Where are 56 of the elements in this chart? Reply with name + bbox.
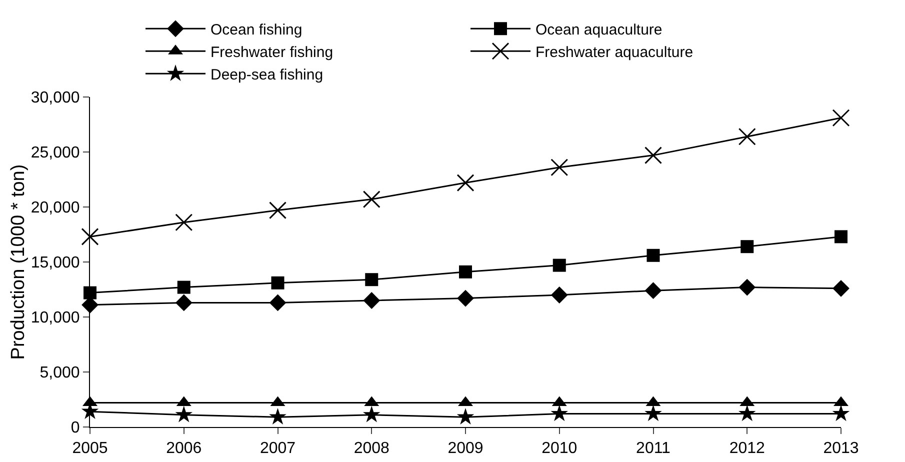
point	[832, 280, 850, 297]
point	[644, 404, 662, 422]
x-tick-label: 2009	[448, 440, 484, 458]
point	[552, 258, 566, 272]
point	[362, 190, 380, 208]
point	[644, 282, 662, 300]
y-tick-label: 30,000	[30, 90, 80, 107]
y-tick-label: 15,000	[30, 254, 80, 272]
point	[832, 109, 850, 127]
point	[457, 290, 474, 307]
legend-label: Ocean aquaculture	[536, 22, 662, 38]
x-tick-label: 2006	[166, 440, 202, 458]
x-tick-label: 2013	[823, 440, 859, 458]
point	[459, 265, 472, 278]
point	[738, 404, 756, 422]
point	[738, 278, 756, 296]
legend-label: Deep-sea fishing	[210, 66, 324, 84]
point	[644, 146, 662, 164]
point	[363, 292, 380, 309]
point	[362, 406, 380, 422]
point	[269, 202, 286, 220]
y-tick-label: 0	[70, 420, 80, 437]
y-axis-title: Production (1000 * ton)	[8, 164, 29, 360]
point	[550, 158, 568, 176]
point	[81, 228, 99, 246]
x-tick-label: 2010	[542, 440, 578, 458]
legend-label: Freshwater fishing	[210, 44, 334, 61]
point	[365, 273, 378, 286]
x-tick-label: 2005	[72, 440, 108, 458]
legend-label: Ocean fishing	[210, 22, 302, 38]
point	[456, 408, 474, 424]
point	[738, 128, 756, 146]
point	[550, 286, 568, 304]
point	[550, 404, 568, 422]
point	[175, 406, 193, 422]
point	[175, 294, 192, 312]
x-tick-label: 2008	[354, 440, 390, 458]
y-tick-label: 20,000	[30, 200, 80, 217]
point	[175, 214, 193, 232]
point	[269, 408, 286, 424]
y-tick-label: 10,000	[30, 310, 80, 327]
x-tick-label: 2007	[260, 440, 296, 458]
y-tick-label: 5,000	[40, 364, 80, 382]
point	[271, 276, 284, 290]
point	[834, 230, 848, 244]
point	[84, 286, 96, 300]
y-tick-label: 25,000	[30, 144, 80, 162]
x-tick-label: 2011	[636, 440, 671, 458]
point	[646, 248, 660, 262]
point	[456, 174, 474, 192]
point	[740, 240, 754, 254]
x-tick-label: 2012	[729, 440, 766, 458]
legend-label: Freshwater aquaculture	[536, 44, 694, 61]
point	[177, 280, 190, 294]
point	[269, 294, 286, 312]
point	[832, 404, 850, 422]
